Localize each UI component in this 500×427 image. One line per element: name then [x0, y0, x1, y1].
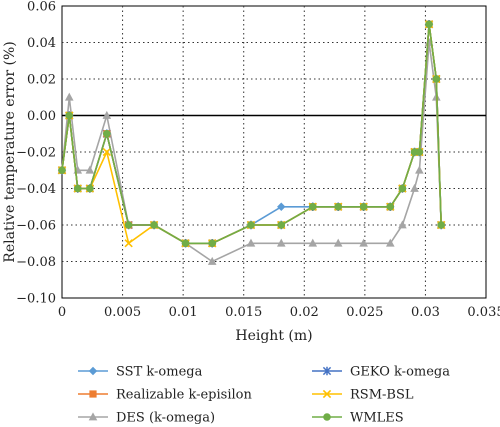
series-wmles: [58, 20, 445, 248]
data-point: [425, 20, 433, 29]
data-point: [398, 220, 407, 229]
legend-swatch-marker: [89, 390, 97, 398]
y-tick-label: 0.00: [27, 109, 56, 124]
legend-label: SST k-omega: [116, 365, 203, 380]
data-point: [247, 221, 255, 229]
legend: SST k-omega Realizable k-episilon DES (k-o…: [78, 365, 450, 426]
legend-swatch-marker: [88, 366, 98, 376]
data-point: [64, 92, 74, 101]
data-point: [65, 111, 74, 120]
data-point: [85, 165, 95, 174]
data-point: [277, 202, 286, 211]
x-tick-label: 0.015: [225, 305, 262, 320]
legend-item: GEKO k-omega: [312, 365, 450, 380]
data-point: [432, 75, 441, 83]
data-point: [103, 129, 111, 138]
data-point: [208, 239, 217, 248]
legend-label: DES (k-omega): [116, 411, 215, 426]
data-point: [207, 256, 217, 265]
data-point: [398, 184, 407, 193]
data-point: [334, 202, 343, 211]
x-tick-label: 0.02: [290, 305, 319, 320]
y-tick-label: −0.02: [16, 146, 56, 161]
data-point: [333, 238, 343, 247]
data-point: [86, 184, 94, 193]
data-point: [277, 221, 286, 229]
x-axis-label: Height (m): [235, 328, 312, 344]
x-tick-label: 0: [58, 305, 66, 320]
y-axis-label: Relative temperature error (%): [2, 41, 18, 262]
y-tick-label: −0.08: [16, 255, 56, 270]
x-tick-label: 0.03: [411, 305, 440, 320]
y-tick-label: −0.06: [16, 219, 56, 234]
legend-item: SST k-omega: [78, 365, 203, 380]
legend-swatch-marker: [88, 412, 98, 421]
legend-swatch-marker: [322, 366, 332, 376]
x-tick-label: 0.035: [467, 305, 500, 320]
y-tick-label: 0.04: [27, 36, 56, 51]
data-point: [410, 183, 419, 192]
legend-item: RSM-BSL: [312, 388, 414, 403]
legend-label: GEKO k-omega: [350, 365, 450, 380]
data-point: [415, 165, 424, 174]
tick-labels: 0 0.005 0.01 0.015 0.02 0.025 0.03 0.035 0.06 0.0…: [16, 0, 500, 320]
legend-swatch-marker: [323, 413, 331, 421]
data-point: [246, 238, 256, 247]
data-point: [124, 221, 133, 229]
data-point: [415, 148, 424, 156]
data-point: [437, 221, 445, 229]
y-tick-label: −0.10: [16, 292, 56, 307]
x-tick-label: 0.005: [104, 305, 141, 320]
data-point: [359, 202, 368, 211]
data-point: [385, 238, 395, 247]
legend-swatch-marker: [322, 389, 332, 399]
x-tick-label: 0.01: [169, 305, 198, 320]
data-point: [150, 221, 158, 229]
data-point: [308, 238, 318, 247]
data-point: [359, 238, 368, 247]
data-point: [102, 147, 111, 157]
data-point: [308, 202, 317, 211]
legend-label: Realizable k-episilon: [116, 388, 252, 403]
y-tick-label: 0.06: [27, 0, 56, 15]
x-tick-label: 0.025: [346, 305, 383, 320]
series-group: [57, 20, 446, 265]
legend-label: RSM-BSL: [350, 388, 414, 403]
data-point: [181, 239, 190, 248]
data-point: [73, 184, 82, 193]
data-point: [102, 110, 112, 119]
legend-item: WMLES: [312, 411, 404, 426]
y-tick-label: 0.02: [27, 73, 56, 88]
y-tick-label: −0.04: [16, 182, 56, 197]
legend-item: DES (k-omega): [78, 411, 215, 426]
legend-item: Realizable k-episilon: [78, 388, 252, 403]
data-point: [124, 239, 133, 248]
legend-label: WMLES: [350, 411, 404, 426]
data-point: [276, 238, 286, 247]
data-point: [58, 166, 66, 175]
data-point: [386, 202, 395, 211]
